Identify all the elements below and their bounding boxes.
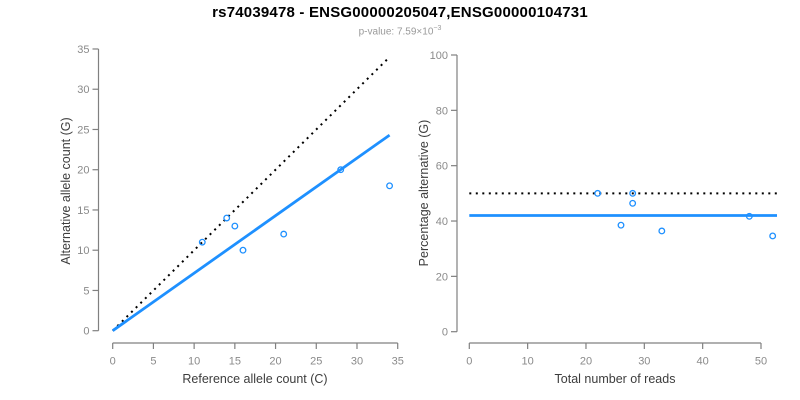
y-tick-label: 10 xyxy=(77,245,89,257)
x-tick-label: 5 xyxy=(150,356,156,368)
y-tick-label: 20 xyxy=(77,165,89,177)
data-point xyxy=(223,214,231,222)
y-tick-label: 25 xyxy=(77,124,89,136)
y-tick-label: 5 xyxy=(83,285,89,297)
left-xaxis-title: Reference allele count (C) xyxy=(182,372,327,386)
x-tick-label: 25 xyxy=(310,356,322,368)
right-xaxis-title: Total number of reads xyxy=(555,372,676,386)
x-tick-label: 0 xyxy=(110,356,116,368)
data-point xyxy=(280,230,288,238)
data-point xyxy=(239,246,247,254)
y-tick-label: 80 xyxy=(436,105,448,117)
x-tick-label: 30 xyxy=(638,356,650,368)
x-tick-label: 0 xyxy=(466,356,472,368)
data-point xyxy=(769,232,777,240)
y-tick-label: 0 xyxy=(442,327,448,339)
y-tick-label: 60 xyxy=(436,161,448,173)
y-tick-label: 100 xyxy=(430,50,448,62)
data-point xyxy=(337,166,345,174)
y-tick-label: 20 xyxy=(436,271,448,283)
x-tick-label: 40 xyxy=(697,356,709,368)
left-scatter-plot: Reference allele count (C) Alternative a… xyxy=(59,44,404,386)
data-point xyxy=(198,238,206,246)
figure-subtitle: p-value: 7.59×10−3 xyxy=(0,25,800,37)
y-tick-label: 0 xyxy=(83,326,89,338)
x-tick-label: 50 xyxy=(755,356,767,368)
y-tick-label: 40 xyxy=(436,216,448,228)
y-tick-label: 30 xyxy=(77,84,89,96)
data-point xyxy=(745,212,753,220)
fit-line xyxy=(111,133,391,332)
data-point xyxy=(231,222,239,230)
right-yaxis-title: Percentage alternative (G) xyxy=(417,120,431,267)
x-tick-label: 35 xyxy=(392,356,404,368)
y-tick-label: 35 xyxy=(77,44,89,56)
identity-line xyxy=(111,56,391,332)
x-tick-label: 10 xyxy=(522,356,534,368)
x-tick-label: 15 xyxy=(229,356,241,368)
y-tick-label: 15 xyxy=(77,205,89,217)
data-point xyxy=(386,182,394,190)
right-scatter-plot: Total number of reads Percentage alterna… xyxy=(417,50,777,386)
data-point xyxy=(617,221,625,229)
pvalue-exponent: −3 xyxy=(433,25,442,32)
figure-title: rs74039478 - ENSG00000205047,ENSG0000010… xyxy=(212,4,588,21)
data-point xyxy=(629,189,637,197)
x-tick-label: 20 xyxy=(580,356,592,368)
pvalue-text: p-value: 7.59×10 xyxy=(358,26,434,38)
data-point xyxy=(594,189,602,197)
data-point xyxy=(658,227,666,235)
x-tick-label: 30 xyxy=(351,356,363,368)
x-tick-label: 20 xyxy=(269,356,281,368)
x-tick-label: 10 xyxy=(188,356,200,368)
left-yaxis-title: Alternative allele count (G) xyxy=(59,117,73,264)
data-point xyxy=(629,199,637,207)
